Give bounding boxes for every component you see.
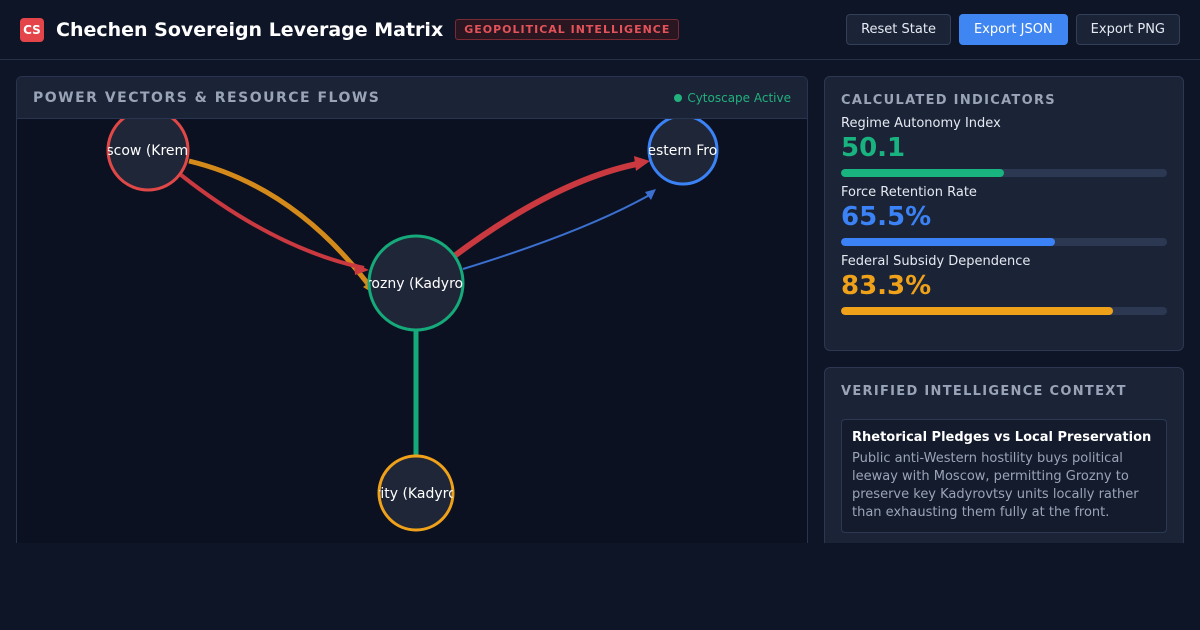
app-title: Chechen Sovereign Leverage Matrix	[56, 18, 444, 41]
node-grozny-label: Grozny (Kadyrov)	[355, 276, 477, 292]
edge-moscow-to-grozny-pressure[interactable]	[179, 173, 365, 270]
calculated-indicators-card: CALCULATED INDICATORS Regime Autonomy In…	[824, 76, 1184, 351]
metric-regime-autonomy: Regime Autonomy Index 50.1	[841, 116, 1167, 177]
edge-moscow-to-grozny-pressure-arrow	[354, 263, 369, 275]
power-vectors-panel: POWER VECTORS & RESOURCE FLOWS Cytoscape…	[16, 76, 808, 556]
node-moscow-label: Moscow (Kremlin)	[86, 143, 211, 159]
graph-nodes: Moscow (Kremlin) Western Front Grozny (K…	[86, 119, 732, 532]
graph-status-text: Cytoscape Active	[687, 90, 791, 105]
node-western-circle	[647, 119, 719, 186]
node-grozny[interactable]: Grozny (Kadyrov)	[355, 234, 477, 332]
node-western[interactable]: Western Front	[634, 119, 732, 186]
header-actions: Reset State Export JSON Export PNG	[846, 14, 1180, 45]
metric-label: Federal Subsidy Dependence	[841, 254, 1031, 269]
metric-progress-bar	[841, 307, 1167, 315]
metric-value: 83.3%	[841, 271, 932, 301]
metric-label: Regime Autonomy Index	[841, 116, 1001, 131]
app-logo: CS	[20, 17, 44, 42]
node-security-label: Security (Kadyrovtsy)	[341, 486, 492, 502]
metric-progress-fill	[841, 238, 1055, 246]
reset-state-button[interactable]: Reset State	[846, 14, 951, 45]
node-moscow-circle	[106, 119, 190, 192]
graph-status: Cytoscape Active	[674, 91, 791, 105]
context-title: VERIFIED INTELLIGENCE CONTEXT	[841, 384, 1127, 399]
metric-value: 50.1	[841, 133, 906, 163]
metric-label: Force Retention Rate	[841, 185, 977, 200]
graph-panel-title: POWER VECTORS & RESOURCE FLOWS	[33, 89, 381, 106]
intel-entry[interactable]: Rhetorical Pledges vs Local Preservation…	[841, 419, 1167, 533]
export-json-button[interactable]: Export JSON	[958, 14, 1068, 45]
node-security-circle	[377, 454, 455, 532]
metric-progress-bar	[841, 169, 1167, 177]
metric-value: 65.5%	[841, 202, 932, 232]
status-dot-icon	[674, 93, 683, 102]
metric-force-retention: Force Retention Rate 65.5%	[841, 185, 1167, 246]
metric-progress-fill	[841, 169, 1005, 177]
node-western-label: Western Front	[634, 143, 732, 159]
indicators-list: Regime Autonomy Index 50.1 Force Retenti…	[841, 116, 1167, 315]
node-grozny-circle	[367, 234, 465, 332]
metric-progress-bar	[841, 238, 1167, 246]
app-header: CS Chechen Sovereign Leverage Matrix GEO…	[0, 0, 1200, 60]
edge-grozny-to-western-troops-arrow	[634, 156, 650, 171]
network-graph[interactable]: Moscow (Kremlin) Western Front Grozny (K…	[17, 119, 808, 556]
graph-panel-header: POWER VECTORS & RESOURCE FLOWS Cytoscape…	[17, 77, 807, 119]
metric-progress-fill	[841, 307, 1113, 315]
viewport-bottom	[0, 543, 1200, 630]
intel-entry-title: Rhetorical Pledges vs Local Preservation	[852, 430, 1152, 445]
indicators-title: CALCULATED INDICATORS	[841, 93, 1056, 108]
node-security[interactable]: Security (Kadyrovtsy)	[341, 454, 492, 532]
category-badge: GEOPOLITICAL INTELLIGENCE	[455, 19, 680, 40]
intel-entry-body: Public anti-Western hostility buys polit…	[852, 451, 1139, 520]
node-moscow[interactable]: Moscow (Kremlin)	[86, 119, 211, 192]
edge-grozny-to-western-rhetoric-arrow	[645, 189, 656, 200]
export-png-button[interactable]: Export PNG	[1075, 14, 1180, 45]
edge-grozny-to-western-rhetoric[interactable]	[462, 192, 654, 270]
edge-moscow-to-grozny-subsidy[interactable]	[188, 158, 377, 294]
edge-grozny-to-western-troops[interactable]	[451, 160, 643, 260]
metric-subsidy-dependence: Federal Subsidy Dependence 83.3%	[841, 254, 1167, 315]
